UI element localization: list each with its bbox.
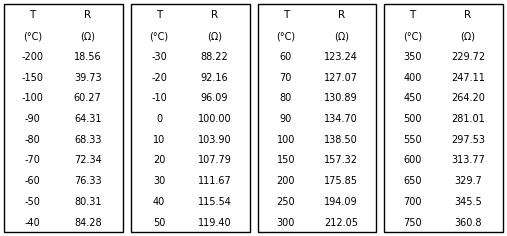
Text: (Ω): (Ω) — [334, 31, 349, 41]
Bar — [4, 4, 123, 232]
Bar — [258, 4, 376, 232]
Text: 212.05: 212.05 — [324, 218, 358, 228]
Text: 80.31: 80.31 — [74, 197, 101, 207]
Text: R: R — [464, 10, 472, 20]
Text: R: R — [338, 10, 345, 20]
Text: T: T — [410, 10, 416, 20]
Text: 313.77: 313.77 — [451, 156, 485, 165]
Text: -10: -10 — [151, 93, 167, 103]
Text: (°C): (°C) — [150, 31, 169, 41]
Text: 88.22: 88.22 — [201, 52, 228, 62]
Text: 30: 30 — [153, 176, 165, 186]
Text: 127.07: 127.07 — [324, 73, 358, 83]
Text: 134.70: 134.70 — [324, 114, 358, 124]
Text: 250: 250 — [276, 197, 295, 207]
Text: 650: 650 — [404, 176, 422, 186]
Text: 103.90: 103.90 — [198, 135, 231, 145]
Text: 194.09: 194.09 — [324, 197, 358, 207]
Text: 200: 200 — [277, 176, 295, 186]
Text: (°C): (°C) — [23, 31, 42, 41]
Text: 130.89: 130.89 — [324, 93, 358, 103]
Text: 360.8: 360.8 — [454, 218, 482, 228]
Text: 40: 40 — [153, 197, 165, 207]
Text: 18.56: 18.56 — [74, 52, 101, 62]
Text: 281.01: 281.01 — [451, 114, 485, 124]
Text: 297.53: 297.53 — [451, 135, 485, 145]
Text: T: T — [156, 10, 162, 20]
Text: T: T — [283, 10, 289, 20]
Text: 550: 550 — [403, 135, 422, 145]
Text: -30: -30 — [151, 52, 167, 62]
Text: 0: 0 — [156, 114, 162, 124]
Text: 329.7: 329.7 — [454, 176, 482, 186]
Text: 264.20: 264.20 — [451, 93, 485, 103]
Text: -40: -40 — [24, 218, 40, 228]
Text: (Ω): (Ω) — [80, 31, 95, 41]
Text: -90: -90 — [24, 114, 40, 124]
Text: 60: 60 — [280, 52, 292, 62]
Text: 115.54: 115.54 — [198, 197, 231, 207]
Text: 92.16: 92.16 — [201, 73, 228, 83]
Text: 229.72: 229.72 — [451, 52, 485, 62]
Text: 80: 80 — [280, 93, 292, 103]
Text: R: R — [84, 10, 91, 20]
Text: 84.28: 84.28 — [74, 218, 101, 228]
Text: 100.00: 100.00 — [198, 114, 231, 124]
Text: -70: -70 — [24, 156, 40, 165]
Text: 123.24: 123.24 — [324, 52, 358, 62]
Text: (°C): (°C) — [276, 31, 296, 41]
Text: 138.50: 138.50 — [324, 135, 358, 145]
Text: -50: -50 — [24, 197, 40, 207]
Bar — [384, 4, 503, 232]
Text: 39.73: 39.73 — [74, 73, 101, 83]
Text: 100: 100 — [277, 135, 295, 145]
Text: -200: -200 — [21, 52, 44, 62]
Text: 107.79: 107.79 — [198, 156, 231, 165]
Text: 90: 90 — [280, 114, 292, 124]
Text: 300: 300 — [277, 218, 295, 228]
Text: 20: 20 — [153, 156, 165, 165]
Bar — [131, 4, 249, 232]
Text: (Ω): (Ω) — [207, 31, 222, 41]
Text: 111.67: 111.67 — [198, 176, 231, 186]
Text: 68.33: 68.33 — [74, 135, 101, 145]
Text: 247.11: 247.11 — [451, 73, 485, 83]
Text: (°C): (°C) — [403, 31, 422, 41]
Text: 10: 10 — [153, 135, 165, 145]
Text: 96.09: 96.09 — [201, 93, 228, 103]
Text: 50: 50 — [153, 218, 165, 228]
Text: 157.32: 157.32 — [324, 156, 358, 165]
Text: 750: 750 — [403, 218, 422, 228]
Text: -80: -80 — [24, 135, 40, 145]
Text: 450: 450 — [404, 93, 422, 103]
Text: 119.40: 119.40 — [198, 218, 231, 228]
Text: -100: -100 — [21, 93, 43, 103]
Text: (Ω): (Ω) — [460, 31, 476, 41]
Text: -20: -20 — [151, 73, 167, 83]
Text: 72.34: 72.34 — [74, 156, 101, 165]
Text: 345.5: 345.5 — [454, 197, 482, 207]
Text: 70: 70 — [280, 73, 292, 83]
Text: 60.27: 60.27 — [74, 93, 101, 103]
Text: T: T — [29, 10, 35, 20]
Text: 175.85: 175.85 — [324, 176, 358, 186]
Text: R: R — [211, 10, 218, 20]
Text: 350: 350 — [404, 52, 422, 62]
Text: 600: 600 — [404, 156, 422, 165]
Text: 700: 700 — [404, 197, 422, 207]
Text: 150: 150 — [277, 156, 295, 165]
Text: 76.33: 76.33 — [74, 176, 101, 186]
Text: 500: 500 — [404, 114, 422, 124]
Text: -150: -150 — [21, 73, 44, 83]
Text: 400: 400 — [404, 73, 422, 83]
Text: 64.31: 64.31 — [74, 114, 101, 124]
Text: -60: -60 — [24, 176, 40, 186]
